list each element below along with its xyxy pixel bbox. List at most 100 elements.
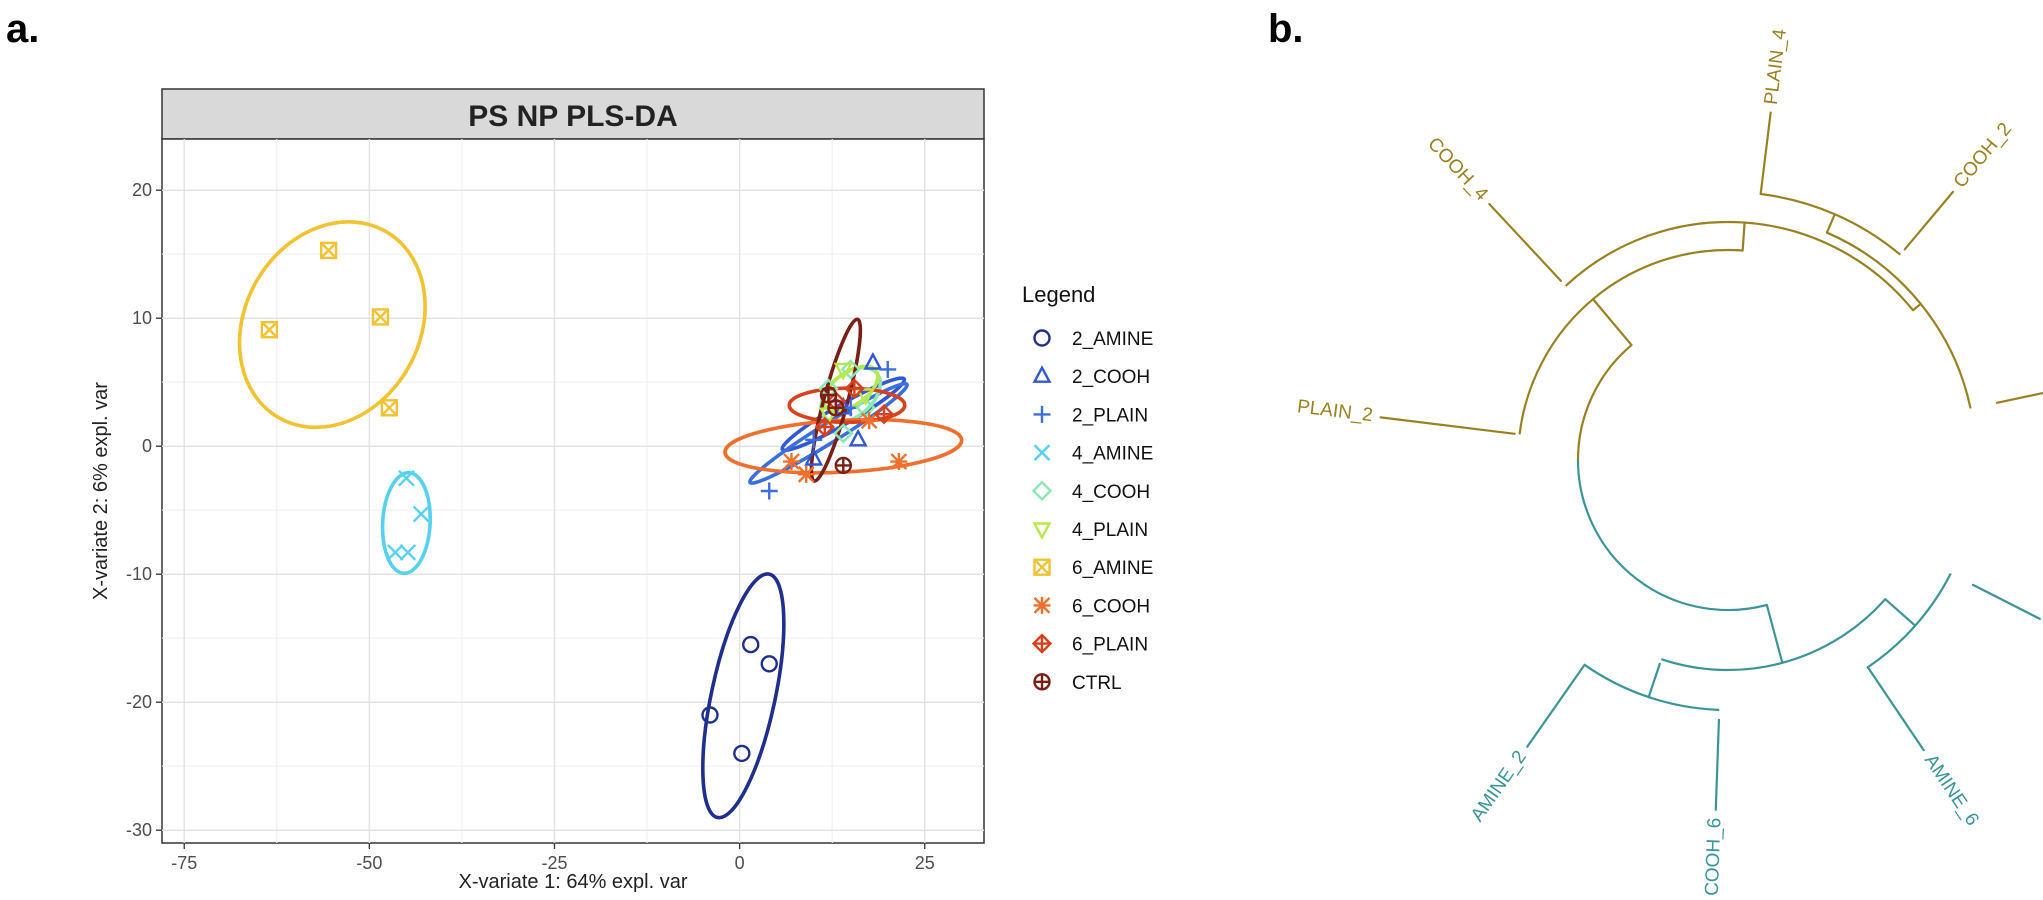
legend-key [1033,558,1051,576]
chart-title: PS NP PLS-DA [468,100,678,133]
dendrogram-branch [1884,598,1917,627]
dendrogram-leaf-labels: PLAIN_4COOH_2PLAIN_6AMINE_4AMINE_6COOH_6… [1296,27,2043,896]
confidence-ellipse-6-amine [237,220,427,430]
data-point-ctrl [827,399,845,417]
leaf-label-cooh-4: COOH_4 [1423,134,1492,206]
grid [162,139,984,843]
legend-key [1032,522,1052,541]
data-point-4-plain [856,388,876,407]
dendrogram-branch [1911,302,1922,312]
data-point-6-cooh [797,465,815,483]
data-point-4-amine [398,469,415,487]
x-tick-label: 25 [915,853,935,873]
data-point-6-plain [844,378,865,399]
x-tick-label: -25 [541,853,567,873]
y-tick-label: -10 [126,564,152,584]
dendrogram-branch [1971,583,2041,620]
plot-panel [161,138,985,844]
legend-key [1032,365,1052,383]
data-point-6-plain [814,416,835,438]
legend-label: 2_AMINE [1072,329,1153,350]
data-point-2-plain [760,482,778,500]
legend-key [1033,405,1051,423]
dendrogram-branch [1526,663,1586,748]
confidence-ellipse-2-amine [701,572,786,820]
dendrogram-branch [1741,221,1746,252]
dendrogram-branch [1714,718,1721,811]
data-point-6-cooh [782,453,800,471]
panel-letter-b: b. [1268,7,1304,51]
confidence-ellipse-2-plain [748,381,909,485]
legend-key [1031,480,1053,501]
data-point-6-amine [260,321,279,339]
legend-key [1033,673,1051,691]
data-point-4-cooh [840,359,861,380]
leaf-label-amine-6: AMINE_6 [1920,751,1983,830]
legend-label: 2_PLAIN [1072,405,1148,426]
dendrogram-branch [1903,190,1955,251]
legend-label: CTRL [1072,673,1122,694]
legend-label: 6_COOH [1072,596,1150,617]
x-tick-label: -50 [356,853,382,873]
dendrogram-branch [1825,213,1836,234]
dendrogram-branch [1759,111,1772,196]
dendrogram-branch [1379,416,1516,435]
legend-label: 4_COOH [1072,482,1150,503]
facet-strip [161,88,985,140]
data-point-4-cooh [833,423,854,444]
data-point-6-amine [319,241,338,260]
dendrogram: PLAIN_4COOH_2PLAIN_6AMINE_4AMINE_6COOH_6… [1296,27,2043,896]
legend-key [1033,444,1051,461]
panel-letter-a: a. [6,7,39,51]
y-tick-label: 20 [132,180,152,200]
legend-label: 4_PLAIN [1072,520,1148,541]
dendrogram-branch [1765,603,1784,664]
legend-key [1031,633,1053,654]
data-point-4-amine [399,544,417,561]
dendrogram-branch [1995,391,2043,404]
data-point-6-amine [380,399,399,417]
x-axis-title: X-variate 1: 64% expl. var [459,871,688,893]
data-point-2-amine [760,655,778,673]
data-point-2-plain [805,431,823,449]
leaf-label-amine-2: AMINE_2 [1467,747,1531,826]
data-point-4-amine [412,505,430,523]
dendrogram-branches [1379,111,2043,811]
dendrogram-arc [1518,248,1743,435]
data-point-6-cooh [860,412,878,430]
y-tick-label: 0 [142,436,152,456]
data-point-2-cooh [804,447,824,466]
dendrogram-branch [1488,202,1563,282]
data-point-6-amine [371,308,390,326]
data-point-2-cooh [848,428,868,447]
leaf-label-cooh-2: COOH_2 [1950,119,2016,192]
legend-label: 6_AMINE [1072,558,1153,579]
y-tick-label: 10 [132,308,152,328]
x-tick-label: -75 [171,853,197,873]
y-tick-label: -20 [126,692,152,712]
legend: Legend 2_AMINE 2_COOH 2_PLAIN 4_AMINE 4_COOH… [1022,282,1153,694]
data-point-2-amine [733,744,751,763]
confidence-ellipse-4-amine [380,470,432,576]
dendrogram-arc [1576,344,1633,461]
data-point-2-amine [701,706,719,724]
axis-ticks: -75 -50 -25 0 25 20 10 0 -10 -20 -30 [126,180,935,873]
legend-title: Legend [1022,282,1095,307]
x-tick-label: 0 [735,853,745,873]
dendrogram-arc [1826,231,1972,409]
dendrogram-branch [1647,662,1661,699]
data-point-2-cooh [863,351,883,370]
dendrogram-arc [1576,459,1768,612]
legend-label: 4_AMINE [1072,444,1153,465]
data-point-6-plain [873,404,895,425]
leaf-label-plain-2: PLAIN_2 [1296,396,1374,426]
dendrogram-branch [1866,666,1925,752]
y-tick-label: -30 [126,820,152,840]
legend-key [1033,596,1051,614]
legend-key [1033,329,1051,347]
leaf-label-cooh-6: COOH_6 [1702,817,1726,896]
legend-label: 6_PLAIN [1072,635,1148,656]
data-point-4-plain [833,362,853,381]
dendrogram-arc [1564,220,1914,311]
